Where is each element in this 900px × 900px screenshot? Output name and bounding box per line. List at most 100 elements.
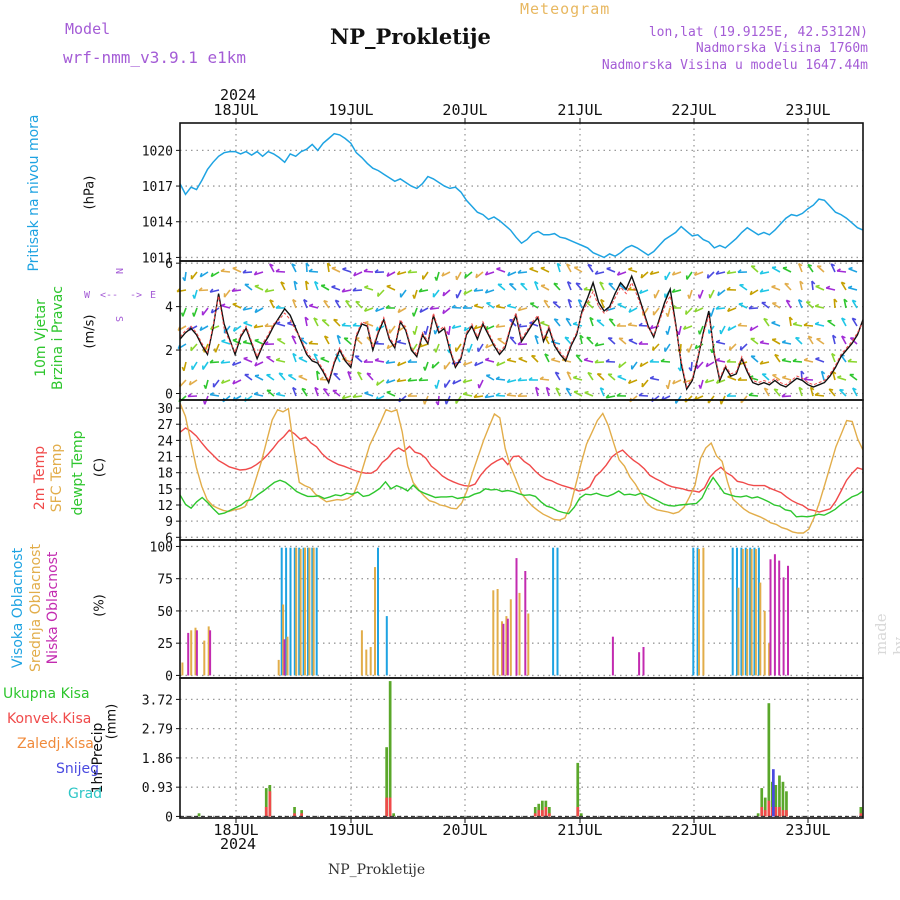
page-title: NP_Prokletije <box>330 24 491 49</box>
wind-arrow-head <box>293 280 298 285</box>
cloud-mid-bar <box>768 643 771 676</box>
wind-arrow-head <box>594 342 599 347</box>
cloud-mid-bar <box>181 662 184 676</box>
wind-arrow-head <box>495 323 500 328</box>
wind-arrow <box>334 299 341 309</box>
wind-arrow <box>314 387 319 397</box>
wind-arrow <box>242 271 253 274</box>
precip-snow-bar <box>772 769 775 817</box>
wind-arrow <box>750 265 759 273</box>
wind-arrow-head <box>254 338 259 342</box>
wind-arrow <box>654 289 660 299</box>
wind-arrow <box>473 395 484 399</box>
wind-arrow-head <box>839 388 844 391</box>
wind-arrow-head <box>209 288 214 293</box>
wind-arrow-head <box>540 284 546 287</box>
cloud-mid-bar <box>492 590 495 676</box>
precip-conv-bar <box>548 813 551 817</box>
wind-arrow <box>816 338 825 345</box>
wind-arrow <box>232 339 242 345</box>
wind-arrow-head <box>397 361 401 366</box>
wind-arrow-head <box>851 317 857 321</box>
wind-arrow-head <box>198 287 203 292</box>
wind-arrow <box>716 307 726 310</box>
wind-arrow-head <box>551 357 556 361</box>
wind-arrow <box>407 271 418 274</box>
wind-arrow-head <box>407 393 412 397</box>
wind-arrow <box>474 289 484 292</box>
wind-arrow-head <box>412 330 416 336</box>
wind-arrow <box>618 337 627 345</box>
temp-dewpt-line <box>179 476 864 518</box>
wind-arrow-head <box>298 374 303 378</box>
wind-arrow <box>386 271 396 278</box>
wind-arrow <box>628 339 638 345</box>
legend-frozen-rain: Zaledj.Kisa <box>17 736 94 752</box>
ytick-label-temperature-0: 6 <box>165 531 173 546</box>
wind-arrow-head <box>444 400 448 405</box>
precip-total-bar <box>579 813 583 817</box>
wind-arrow-head <box>759 340 764 344</box>
precip-total-bar <box>781 781 785 817</box>
wind-arrow <box>333 373 341 381</box>
wind-arrow-head <box>506 392 511 396</box>
wind-arrow <box>335 353 341 363</box>
wind-arrow <box>564 336 572 345</box>
wind-arrow-head <box>639 362 643 367</box>
precip-total-bar <box>778 775 781 817</box>
wind-arrow-head <box>715 379 720 384</box>
wind-arrow <box>781 359 792 363</box>
wind-arrow-head <box>442 309 445 314</box>
wind-arrow <box>555 387 561 397</box>
wind-arrow <box>720 325 726 335</box>
wind-arrow <box>232 379 242 385</box>
ytick-label-precip-0: 0 <box>165 810 173 825</box>
wind-arrow-head <box>841 335 846 339</box>
cloud-mid-bar <box>763 610 766 676</box>
wind-arrow <box>291 335 297 345</box>
wind-arrow-head <box>694 395 698 401</box>
wind-arrow <box>761 373 770 381</box>
wind-arrow-head <box>232 379 236 385</box>
wind-arrow-head <box>495 392 500 397</box>
wind-arrow <box>781 395 792 398</box>
wind-arrow-head <box>534 334 539 339</box>
wind-arrow-head <box>567 298 573 303</box>
wind-arrow <box>435 271 440 281</box>
wind-arrow-head <box>242 306 247 311</box>
wind-arrow <box>266 356 275 363</box>
wind-arrow <box>347 371 352 381</box>
wind-arrow-head <box>759 270 764 275</box>
wind-arrow-head <box>565 317 571 321</box>
wind-arrow-head <box>800 370 805 375</box>
wind-arrow <box>343 337 352 345</box>
wind-arrow-head <box>462 305 467 309</box>
wind-arrow <box>650 271 660 276</box>
wind-arrow <box>851 317 858 327</box>
cloud-high-bar <box>307 547 309 676</box>
compass-w: W <box>84 290 91 301</box>
wind-arrow-head <box>418 377 423 382</box>
wind-arrow-head <box>727 307 731 312</box>
wind-arrow <box>265 289 275 293</box>
wind-arrow <box>737 324 748 327</box>
compass-e: E <box>150 290 156 301</box>
wind-arrow <box>298 357 308 363</box>
wind-arrow <box>716 379 726 384</box>
day-label-top-19JUL: 19JUL <box>328 101 373 119</box>
wind-arrow <box>221 361 231 364</box>
day-label-top-20JUL: 20JUL <box>442 101 487 119</box>
cloud-mid-bar <box>746 549 749 676</box>
precip-conv-bar <box>774 807 778 817</box>
wind-arrow <box>341 324 352 327</box>
wind-arrow <box>331 267 341 273</box>
wind-arrow <box>551 340 561 345</box>
wind-arrow <box>375 307 385 313</box>
wind-arrow <box>640 271 649 279</box>
pressure-line <box>179 132 864 259</box>
precip-total-bar <box>197 813 201 817</box>
wind-arrow-head <box>665 312 669 318</box>
wind-arrow-head <box>543 299 549 303</box>
wind-arrow <box>760 271 770 275</box>
wind-arrow-head <box>517 306 522 311</box>
